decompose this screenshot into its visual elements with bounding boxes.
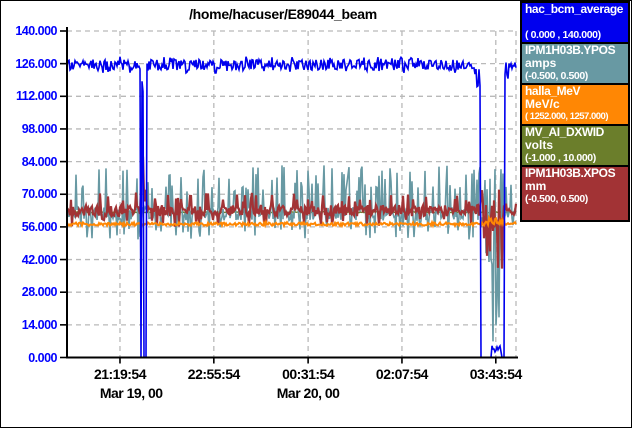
legend-entry-ipm1h03b-xpos[interactable]: IPM1H03B.XPOS mm (-0.500, 0.500) [520,165,630,222]
y-tick-label: 112.000 [16,89,58,104]
series-ipm1h03b-ypos [66,165,517,342]
x-tick-label: 21:19:54 [93,366,147,382]
y-tick-label: 42.000 [21,252,58,267]
legend-channel-name: IPM1H03B.YPOS [525,43,616,57]
legend: hac_bcm_average( 0.000 , 140.000) IPM1H03… [520,1,630,222]
y-tick-label: 0.000 [28,350,57,365]
y-tick-label: 70.000 [21,187,58,202]
y-tick-label: 126.000 [15,56,57,71]
graph-title: /home/hacuser/E89044_beam [189,6,377,22]
legend-channel-name: MV_AI_DXWID [525,125,604,139]
legend-channel-name: hac_bcm_average [525,2,624,16]
y-tick-label: 28.000 [21,285,58,300]
legend-channel-name: halla_MeV [525,84,581,98]
y-tick-label: 84.000 [21,154,58,169]
legend-channel-range: ( 0.000 , 140.000) [525,29,601,41]
legend-entry-hac-bcm-average[interactable]: hac_bcm_average ( 0.000 , 140.000) [520,1,630,44]
legend-channel-units: mm [525,179,547,193]
date-label: Mar 20, 00 [276,385,340,401]
x-tick-label: 22:55:54 [187,366,241,382]
y-tick-label: 56.000 [21,219,58,234]
legend-entry-mv-ai-dxwid[interactable]: MV_AI_DXWID volts (-1.000 , 10.000) [520,124,630,167]
legend-entry-ipm1h03b-ypos[interactable]: IPM1H03B.YPOS amps (-0.500, 0.500) [520,42,630,85]
y-tick-label: 14.000 [21,317,58,332]
legend-channel-units [525,16,626,29]
y-tick-label: 140.000 [15,24,57,38]
x-tick-label: 02:07:54 [375,366,429,382]
date-label: Mar 19, 00 [99,385,163,401]
legend-channel-range: (-0.500, 0.500) [525,193,588,205]
legend-channel-name: IPM1H03B.XPOS [525,166,616,180]
legend-channel-range: (-1.000 , 10.000) [525,152,596,164]
legend-channel-units: MeV/c [525,97,560,111]
series-hac-bcm-average [66,55,517,359]
y-tick-label: 98.000 [21,121,58,136]
x-tick-label: 03:43:54 [469,366,523,382]
x-tick-label: 00:31:54 [282,366,335,382]
legend-channel-units: volts [525,138,554,152]
legend-channel-range: ( 1252.000, 1257.000) [525,111,609,122]
legend-entry-halla-mev[interactable]: halla_MeV MeV/c( 1252.000, 1257.000) [520,83,630,126]
legend-channel-range: (-0.500, 0.500) [525,70,588,82]
legend-channel-units: amps [525,56,557,70]
